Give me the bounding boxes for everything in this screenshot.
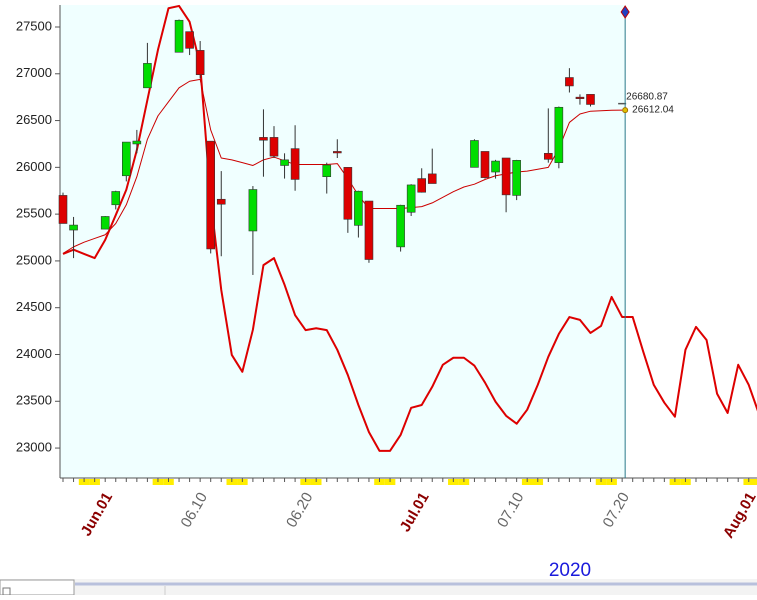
candle-body: [554, 106, 564, 163]
candle-body: [58, 195, 68, 224]
x-tick-label: Jun.01: [78, 489, 116, 539]
x-tick-label: 07.10: [494, 489, 527, 530]
candle-body: [586, 94, 595, 105]
ma-last-label: 26612.04: [632, 105, 674, 116]
y-tick-label: 23500: [16, 393, 52, 408]
candle-body: [280, 159, 289, 166]
candle-body: [100, 216, 110, 230]
moving-average-line: [62, 78, 623, 254]
candle-body: [427, 173, 437, 184]
y-tick-label: 26500: [16, 112, 52, 127]
candle-body: [575, 96, 585, 99]
candle-body: [470, 140, 479, 168]
candle-body: [322, 164, 332, 178]
x-tick-label: 07.20: [600, 489, 633, 530]
year-label: 2020: [549, 560, 591, 581]
y-tick-label: 25000: [16, 252, 52, 267]
y-tick-label: 23000: [16, 439, 52, 454]
candle-body: [354, 190, 363, 226]
candle-body: [185, 31, 194, 49]
ma-last-dot: [622, 107, 629, 114]
candle-body: [132, 140, 142, 145]
candle-body: [480, 151, 490, 178]
candle-body: [406, 184, 416, 213]
x-tick-label: 06.20: [283, 489, 316, 530]
candle-body: [501, 157, 511, 196]
candle-body: [69, 224, 78, 231]
candle-body: [195, 50, 205, 76]
candle-body: [332, 151, 342, 154]
candle-body: [565, 77, 574, 87]
candle-body: [269, 137, 279, 157]
y-tick-label: 25500: [16, 206, 52, 221]
candle-body: [364, 200, 374, 260]
candle-body: [396, 204, 405, 248]
weekend-marker: [754, 479, 757, 485]
candle-body: [343, 167, 353, 220]
y-tick-label: 24500: [16, 299, 52, 314]
cycle-line: [62, 4, 757, 452]
y-tick-label: 24000: [16, 346, 52, 361]
candle-body: [206, 140, 215, 250]
status-bar: [0, 579, 757, 595]
x-tick-label: Aug.01: [720, 489, 757, 541]
candle-body: [248, 189, 258, 232]
x-tick-label: Jul.01: [397, 489, 433, 534]
candle-body: [111, 191, 121, 206]
candle-body: [417, 178, 427, 193]
candle-body: [543, 153, 553, 160]
status-box: [0, 579, 75, 596]
candle-body: [143, 63, 152, 89]
y-tick-label: 26000: [16, 159, 52, 174]
weekend-markers: [78, 479, 757, 485]
candle-body: [122, 141, 131, 177]
cursor-diamond: [620, 5, 630, 19]
candle-body: [290, 148, 300, 180]
candle-body: [259, 137, 268, 141]
x-tick-label: 06.10: [178, 489, 211, 530]
candle-body: [512, 160, 521, 196]
y-tick-label: 27000: [16, 65, 52, 80]
y-tick-label: 27500: [16, 18, 52, 33]
candle-body: [174, 19, 184, 53]
candle-body: [491, 160, 500, 173]
candle-body: [216, 198, 226, 205]
last-close-label: 26680.87: [626, 91, 668, 102]
